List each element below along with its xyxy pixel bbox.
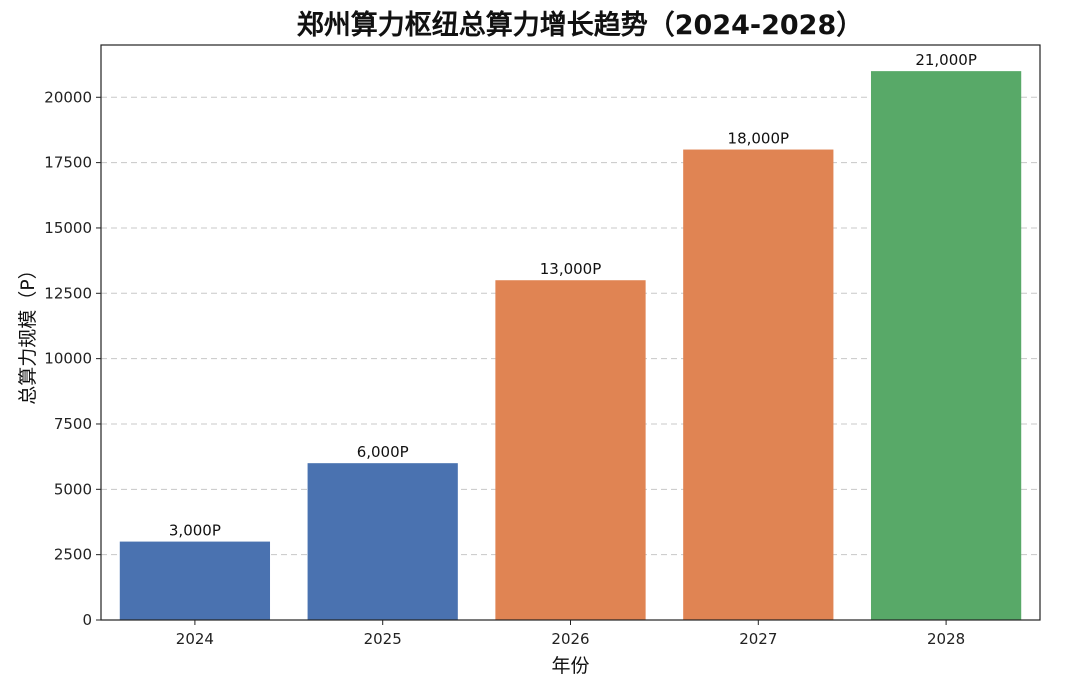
y-axis-label: 总算力规模（P） (17, 260, 39, 404)
y-tick-label: 0 (82, 611, 92, 629)
y-tick-label: 17500 (44, 154, 92, 172)
bar-value-label: 3,000P (169, 522, 221, 540)
y-tick-label: 2500 (54, 546, 92, 564)
bar (870, 71, 1022, 621)
x-tick-label: 2027 (739, 630, 777, 648)
bar-value-label: 6,000P (357, 443, 409, 461)
data-labels: 3,000P 6,000P 13,000P 18,000P 21,000P (169, 51, 977, 539)
x-axis-label: 年份 (551, 655, 589, 677)
bars (119, 71, 1022, 621)
bar (683, 149, 834, 620)
bar (495, 280, 646, 620)
y-tick-label: 20000 (44, 88, 92, 106)
bar-value-label: 18,000P (728, 130, 790, 148)
chart-title: 郑州算力枢纽总算力增长趋势（2024-2028） (297, 9, 864, 41)
bar (307, 463, 458, 620)
y-tick-label: 10000 (44, 350, 92, 368)
y-tick-label: 12500 (44, 284, 92, 302)
bar-value-label: 13,000P (540, 260, 602, 278)
x-tick-label: 2024 (176, 630, 214, 648)
axes: 0 2500 5000 7500 10000 12500 15000 17500 20000 20… (44, 88, 965, 648)
x-tick-label: 2026 (551, 630, 589, 648)
plot-frame (100, 44, 1041, 621)
bar (119, 541, 271, 620)
x-tick-label: 2028 (927, 630, 965, 648)
y-tick-label: 15000 (44, 219, 92, 237)
y-tick-label: 5000 (54, 480, 92, 498)
x-tick-label: 2025 (364, 630, 402, 648)
bar-value-label: 21,000P (915, 51, 977, 69)
y-tick-label: 7500 (54, 415, 92, 433)
